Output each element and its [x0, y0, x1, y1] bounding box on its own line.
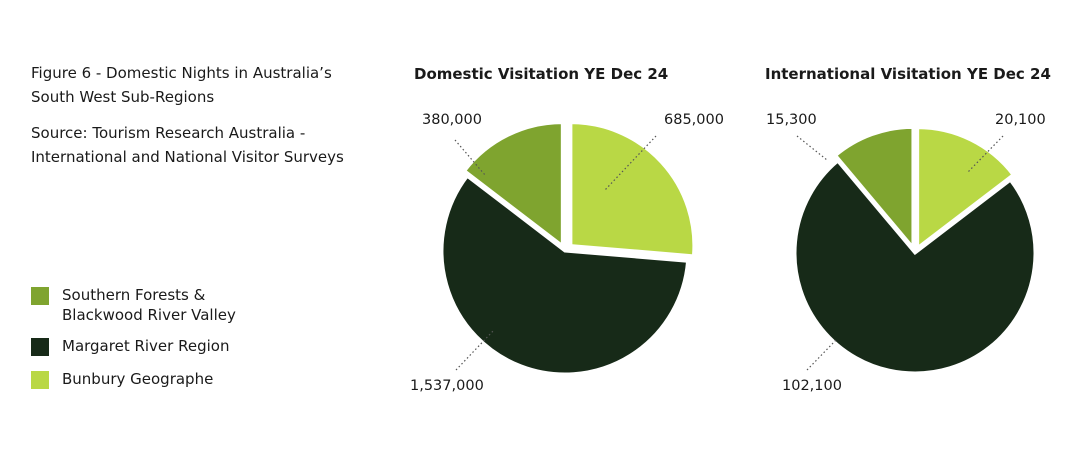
data-label-1-margaret-river-region: 1,537,000 [410, 378, 484, 394]
leader-line-2-southern-forests-and-blackwood-river-valley [796, 135, 828, 161]
legend-item-southern-forests: Southern Forests & Blackwood River Valle… [31, 285, 236, 325]
data-label-2-margaret-river-region: 102,100 [782, 378, 842, 394]
legend-item-bunbury-geographe: Bunbury Geographe [31, 369, 213, 389]
data-label-2-bunbury-geographe: 20,100 [995, 112, 1046, 128]
pie-slice-1-margaret-river-region [440, 174, 690, 376]
chart-title-2: International Visitation YE Dec 24 [765, 65, 1051, 83]
pie-slice-2-margaret-river-region [793, 159, 1037, 375]
legend-label-bunbury-geographe: Bunbury Geographe [62, 370, 214, 388]
legend-label-margaret-river: Margaret River Region [62, 337, 230, 355]
legend-swatch-bunbury-geographe [31, 371, 49, 389]
legend-label-southern-forests-line-1: Southern Forests & [62, 286, 206, 304]
source-line-1: Source: Tourism Research Australia - [31, 124, 306, 142]
figure-caption: Figure 6 - Domestic Nights in Australia’… [31, 62, 371, 169]
leader-line-1-bunbury-geographe [604, 135, 657, 191]
pie-slice-2-southern-forests-and-blackwood-river-valley [833, 125, 915, 252]
pie-slice-2-bunbury-geographe [916, 126, 1016, 251]
legend-item-margaret-river: Margaret River Region [31, 336, 229, 356]
caption-line-1: Figure 6 - Domestic Nights in Australia’… [31, 64, 332, 82]
pie-chart-2: International Visitation YE Dec 24 20,100… [765, 65, 1051, 394]
source-line-2: International and National Visitor Surve… [31, 147, 344, 166]
legend-swatch-margaret-river [31, 338, 49, 356]
data-label-2-southern-forests-and-blackwood-river-valley: 15,300 [766, 112, 817, 128]
data-label-1-bunbury-geographe: 685,000 [664, 112, 724, 128]
pie-slice-1-bunbury-geographe [569, 121, 696, 258]
caption-line-2: South West Sub-Regions [31, 87, 215, 106]
leader-line-2-margaret-river-region [806, 339, 837, 371]
pie-slice-1-southern-forests-and-blackwood-river-valley [462, 121, 564, 249]
chart-title-1: Domestic Visitation YE Dec 24 [414, 65, 668, 83]
data-label-1-southern-forests-and-blackwood-river-valley: 380,000 [422, 112, 482, 128]
pie-chart-1: Domestic Visitation YE Dec 24 685,000 1,53… [410, 65, 724, 394]
leader-line-1-margaret-river-region [455, 329, 495, 371]
legend-label-southern-forests-line-2: Blackwood River Valley [62, 306, 236, 324]
legend-swatch-southern-forests [31, 287, 49, 305]
leader-line-2-bunbury-geographe [967, 135, 1004, 173]
